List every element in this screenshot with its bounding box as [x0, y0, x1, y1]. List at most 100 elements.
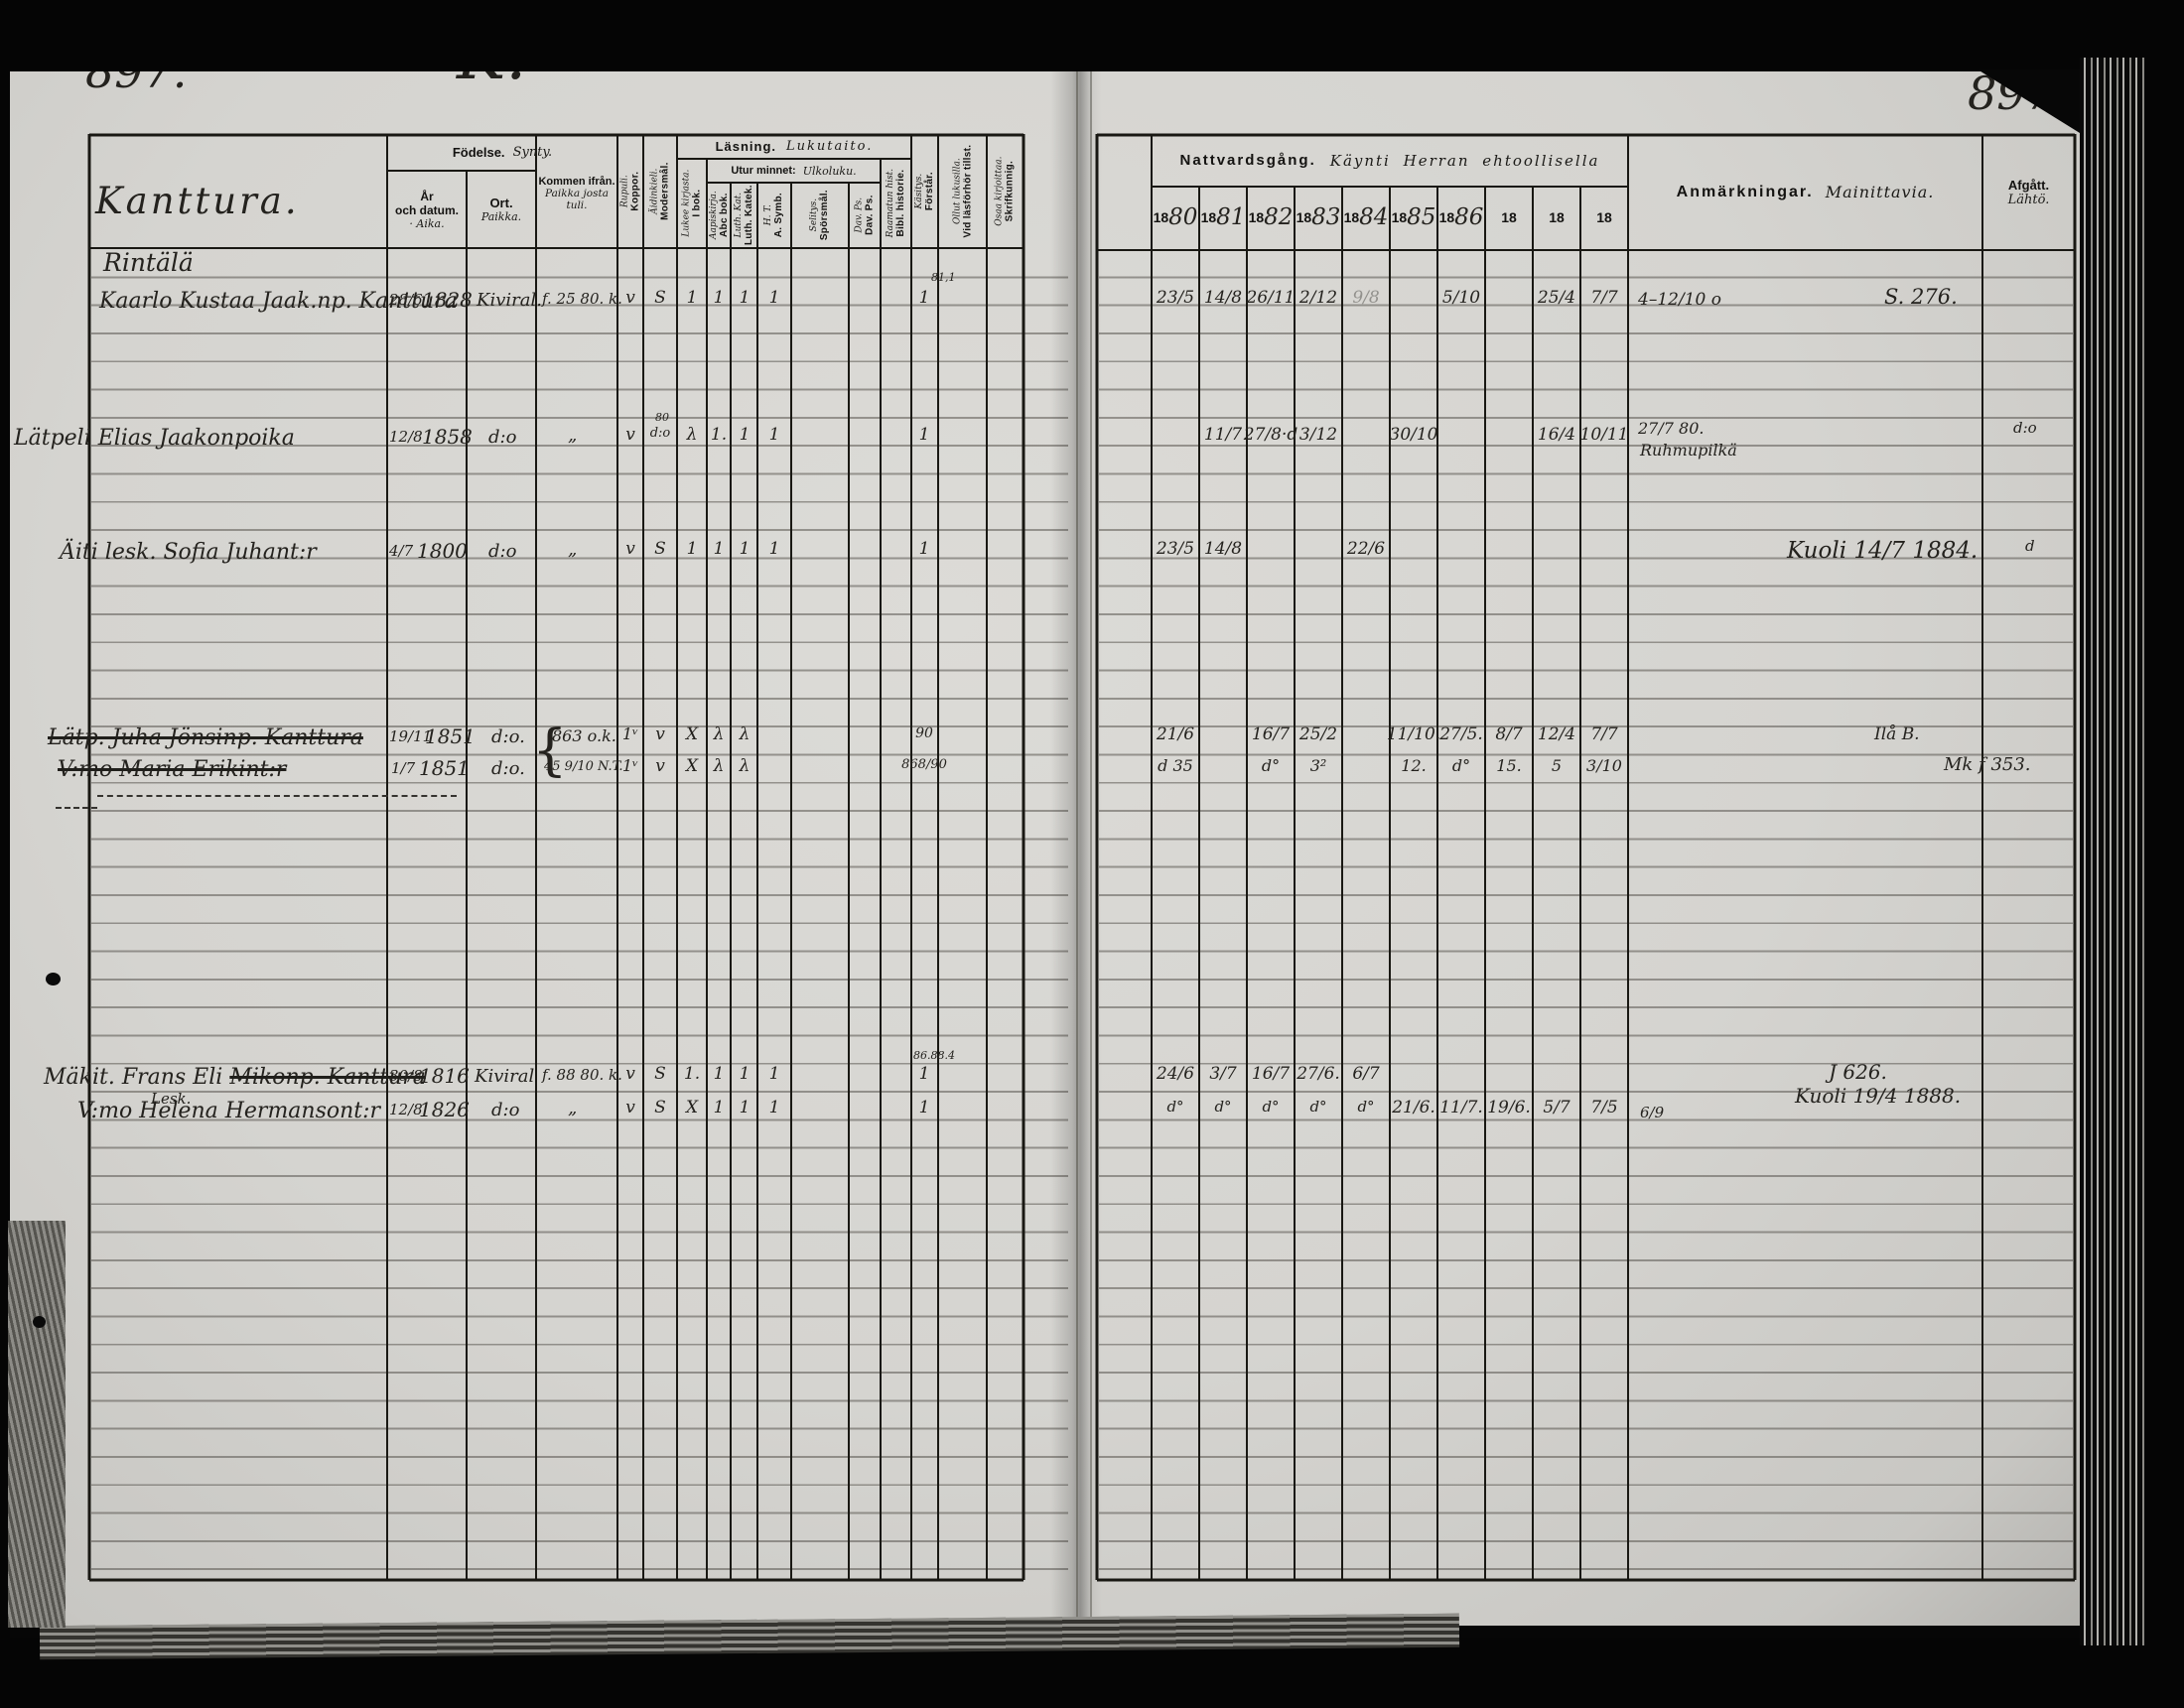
communion-date: 16/7 — [1251, 724, 1291, 744]
communion-date: 22/6 — [1346, 539, 1386, 559]
year-hand: 82 — [1264, 203, 1294, 230]
birth-place: Kiviral — [475, 1066, 535, 1087]
mark-koppor: v — [625, 539, 635, 559]
mark-asymb: 1 — [768, 539, 780, 559]
communion-date: 6/7 — [1352, 1064, 1380, 1084]
year-hand: 83 — [1311, 203, 1341, 230]
header-utur-sv: Utur minnet: — [731, 165, 796, 177]
skrif-sv: Skrifkunnig. — [1004, 160, 1016, 222]
header-fodelse-fi: Synty. — [512, 145, 553, 160]
sporsmal-sv: Spörsmål. — [819, 190, 831, 241]
communion-date: d° — [1451, 756, 1471, 775]
mark-abc: λ — [713, 724, 725, 744]
column-header-asymb: H. T. A. Symb. — [757, 183, 791, 248]
communion-date: 12/4 — [1537, 724, 1576, 744]
origin-note: f. 25 80. k. — [542, 290, 622, 308]
header-fodelse: Födelse. Synty. — [387, 134, 617, 171]
birth-place: Kiviral. — [477, 290, 542, 311]
remark: d:o — [2013, 419, 2037, 437]
mark-asymb: 1 — [768, 288, 780, 308]
mark-luth: 1 — [739, 539, 751, 559]
birth-year: 1826 — [419, 1098, 470, 1121]
mark-luth: λ — [739, 724, 751, 744]
communion-date: 7/5 — [1590, 1098, 1618, 1117]
abc-sv: Abc bok. — [718, 193, 730, 238]
column-header-davps: Dav. Ps. Dav. Ps. — [849, 183, 881, 248]
year-printed: 18 — [1200, 209, 1217, 225]
birth-date: 12/8 — [389, 428, 423, 446]
mark-asymb: 1 — [768, 425, 780, 445]
remark: Mk f 353. — [1944, 754, 2031, 775]
header-utur-minnet: Utur minnet: Ulkoluku. — [707, 159, 881, 183]
fold-crease-line — [1090, 69, 1092, 1626]
vidlas-sv: Vid läsförhör tillst. — [961, 144, 973, 238]
luth-fi: Luth. Kat. — [733, 193, 744, 238]
binding-hole — [33, 1316, 46, 1328]
birth-place: d:o — [488, 541, 517, 562]
birth-year: 1816 — [419, 1064, 470, 1088]
mark-modersmal: S — [654, 1064, 666, 1084]
entry-name-struck: Mikonp. Kanttura — [229, 1065, 426, 1090]
entry-name: V:mo Maria Erikint:r — [58, 757, 287, 782]
mark-forstar: 1 — [918, 1098, 930, 1117]
asymb-fi: H. T. — [763, 204, 774, 226]
communion-date: d° — [1262, 1098, 1280, 1116]
hand-dashed-line — [97, 795, 457, 797]
communion-date: 15. — [1496, 756, 1522, 775]
entry-name: Mäkit. Frans Eli Mikonp. Kanttura — [44, 1066, 426, 1089]
communion-date: 12. — [1401, 756, 1427, 775]
davps-sv: Dav. Ps. — [864, 195, 876, 236]
mark-forstar: 1 — [918, 288, 930, 308]
remark: 4–12/10 o — [1638, 290, 1721, 310]
column-header-forstar: Käsitys. Förstår. — [911, 134, 938, 248]
header-kommen-fi2: tuli. — [566, 199, 588, 211]
communion-date: 3/7 — [1209, 1064, 1237, 1084]
origin-note: 863 o.k. — [552, 726, 616, 745]
afgatt-sv: Afgått. — [2007, 177, 2050, 193]
communion-date: 26/11 — [1246, 288, 1296, 308]
birth-date: 12/8 — [389, 1101, 423, 1118]
header-kommen: Kommen ifrån. Paikka josta tuli. — [536, 149, 617, 238]
year-hand: 84 — [1359, 203, 1389, 230]
remark: Kuoli 19/4 1888. — [1795, 1084, 1962, 1108]
communion-date: 27/5. — [1439, 724, 1483, 744]
year-printed: 18 — [1343, 209, 1360, 225]
birth-year: 1800 — [417, 539, 468, 563]
communion-date: 16/7 — [1251, 1064, 1291, 1084]
header-ar-fi: · Aika. — [409, 216, 445, 230]
communion-date: d° — [1166, 1098, 1184, 1116]
davps-fi: Dav. Ps. — [854, 197, 865, 233]
header-ort-fi: Paikka. — [480, 210, 522, 223]
communion-date: 25/4 — [1537, 288, 1576, 308]
mark-forstar: 1 — [918, 425, 930, 445]
year-printed: 18 — [1596, 209, 1612, 225]
vidlas-fi: Ollut lukusilla. — [951, 158, 962, 224]
birth-year: 1851 — [419, 756, 470, 780]
entry-name: Äiti lesk. Sofia Juhant:r — [60, 540, 317, 565]
fold-crease-line — [1076, 69, 1078, 1626]
mark-luth: 1 — [739, 288, 751, 308]
mark-koppor: 1ᵛ — [621, 756, 639, 775]
year-header-1882: 18 82 — [1247, 187, 1295, 248]
anm-sv: Anmärkningar. — [1676, 183, 1814, 200]
origin-note: 45 9/10 N.T. — [544, 759, 623, 774]
header-afgatt: Afgått. Lähtö. — [1982, 134, 2075, 250]
mark-modersmal: S — [654, 288, 666, 308]
mark-ibok: 1 — [686, 539, 698, 559]
header-ar-sv2: och datum. — [394, 202, 459, 217]
communion-date: 11/7 — [1203, 425, 1243, 445]
nattvard-sv: Nattvardsgång. — [1179, 152, 1316, 169]
mark-ibok: X — [685, 756, 699, 776]
column-header-sporsmal: Selitys. Spörsmål. — [791, 183, 849, 248]
column-header-koppor: Rupuli. Koppor. — [617, 134, 643, 248]
origin-note: „ — [568, 425, 578, 446]
communion-date: 27/8·d — [1243, 425, 1298, 445]
forstar-sv: Förstår. — [923, 171, 935, 211]
nattvard-fi: Käynti Herran ehtoollisella — [1329, 151, 1600, 170]
communion-date: 3/12 — [1298, 425, 1338, 445]
communion-date: 16/4 — [1537, 425, 1576, 445]
remark: S. 276. — [1884, 285, 1958, 309]
mark-abc: 1 — [713, 288, 725, 308]
birth-place: d:o. — [491, 726, 525, 747]
